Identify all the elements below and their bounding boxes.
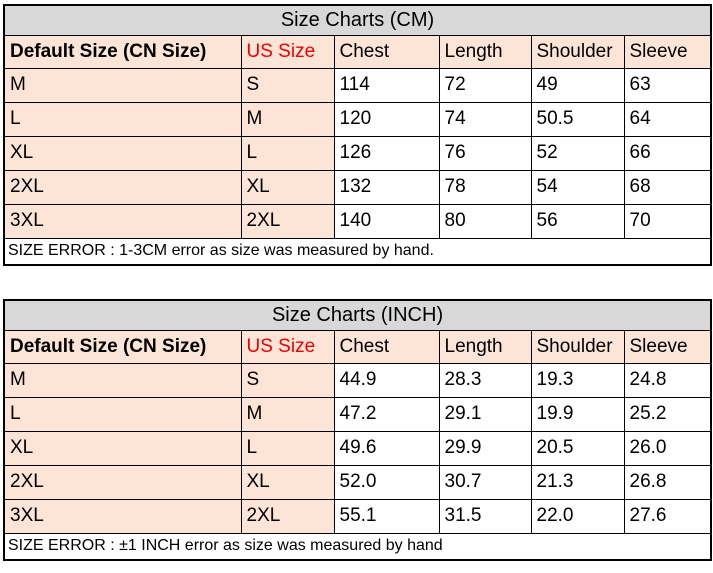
shoulder-cell: 54 bbox=[530, 169, 625, 205]
size-error-note-cm: SIZE ERROR : 1-3CM error as size was mea… bbox=[3, 237, 712, 266]
cn-size-cell: 2XL bbox=[3, 464, 242, 500]
us-size-cell: XL bbox=[240, 169, 335, 205]
chest-cell: 52.0 bbox=[333, 464, 440, 500]
chest-cell: 140 bbox=[333, 203, 440, 239]
shoulder-cell: 52 bbox=[530, 135, 625, 171]
column-header-us-size: US Size bbox=[240, 329, 335, 364]
shoulder-cell: 50.5 bbox=[530, 101, 625, 137]
column-header-default-size: Default Size (CN Size) bbox=[3, 34, 242, 69]
column-header-us-size: US Size bbox=[240, 34, 335, 69]
sleeve-cell: 25.2 bbox=[623, 396, 712, 432]
cn-size-cell: 3XL bbox=[3, 498, 242, 534]
us-size-cell: L bbox=[240, 430, 335, 466]
chest-cell: 114 bbox=[333, 67, 440, 103]
us-size-cell: S bbox=[240, 362, 335, 398]
table-header-row: Default Size (CN Size) US Size Chest Len… bbox=[3, 34, 712, 69]
us-size-cell: 2XL bbox=[240, 498, 335, 534]
us-size-cell: XL bbox=[240, 464, 335, 500]
size-row: 3XL 2XL 140 80 56 70 bbox=[3, 203, 712, 239]
length-cell: 30.7 bbox=[438, 464, 532, 500]
chest-cell: 55.1 bbox=[333, 498, 440, 534]
length-cell: 80 bbox=[438, 203, 532, 239]
cn-size-cell: L bbox=[3, 101, 242, 137]
size-row: M S 44.9 28.3 19.3 24.8 bbox=[3, 362, 712, 398]
column-header-length: Length bbox=[438, 329, 532, 364]
table-title-row: Size Charts (CM) bbox=[3, 4, 712, 36]
length-cell: 78 bbox=[438, 169, 532, 205]
sleeve-cell: 68 bbox=[623, 169, 712, 205]
us-size-cell: M bbox=[240, 396, 335, 432]
column-header-default-size: Default Size (CN Size) bbox=[3, 329, 242, 364]
us-size-cell: L bbox=[240, 135, 335, 171]
table-header-row: Default Size (CN Size) US Size Chest Len… bbox=[3, 329, 712, 364]
sleeve-cell: 24.8 bbox=[623, 362, 712, 398]
chest-cell: 47.2 bbox=[333, 396, 440, 432]
column-header-length: Length bbox=[438, 34, 532, 69]
table-footer-row: SIZE ERROR : 1-3CM error as size was mea… bbox=[3, 237, 712, 266]
chest-cell: 44.9 bbox=[333, 362, 440, 398]
shoulder-cell: 21.3 bbox=[530, 464, 625, 500]
size-row: 2XL XL 132 78 54 68 bbox=[3, 169, 712, 205]
size-row: 2XL XL 52.0 30.7 21.3 26.8 bbox=[3, 464, 712, 500]
table-body-inch: M S 44.9 28.3 19.3 24.8 L M 47.2 29.1 19.9 25.2 XL L 4… bbox=[3, 362, 712, 534]
size-row: L M 47.2 29.1 19.9 25.2 bbox=[3, 396, 712, 432]
size-row: L M 120 74 50.5 64 bbox=[3, 101, 712, 137]
size-row: M S 114 72 49 63 bbox=[3, 67, 712, 103]
chest-cell: 132 bbox=[333, 169, 440, 205]
column-header-chest: Chest bbox=[333, 329, 440, 364]
column-header-sleeve: Sleeve bbox=[623, 34, 712, 69]
shoulder-cell: 19.3 bbox=[530, 362, 625, 398]
us-size-cell: M bbox=[240, 101, 335, 137]
cn-size-cell: M bbox=[3, 362, 242, 398]
sleeve-cell: 63 bbox=[623, 67, 712, 103]
shoulder-cell: 22.0 bbox=[530, 498, 625, 534]
length-cell: 76 bbox=[438, 135, 532, 171]
sleeve-cell: 26.8 bbox=[623, 464, 712, 500]
shoulder-cell: 19.9 bbox=[530, 396, 625, 432]
sleeve-cell: 70 bbox=[623, 203, 712, 239]
size-row: XL L 49.6 29.9 20.5 26.0 bbox=[3, 430, 712, 466]
length-cell: 29.1 bbox=[438, 396, 532, 432]
cn-size-cell: 3XL bbox=[3, 203, 242, 239]
table-title-cm: Size Charts (CM) bbox=[3, 4, 712, 36]
length-cell: 29.9 bbox=[438, 430, 532, 466]
length-cell: 74 bbox=[438, 101, 532, 137]
length-cell: 72 bbox=[438, 67, 532, 103]
length-cell: 28.3 bbox=[438, 362, 532, 398]
table-body-cm: M S 114 72 49 63 L M 120 74 50.5 64 XL L 126 76 52 66 2XL X… bbox=[3, 67, 712, 239]
table-footer-row: SIZE ERROR : ±1 INCH error as size was m… bbox=[3, 532, 712, 561]
shoulder-cell: 56 bbox=[530, 203, 625, 239]
size-chart-table-cm: Size Charts (CM) Default Size (CN Size) … bbox=[3, 4, 713, 266]
length-cell: 31.5 bbox=[438, 498, 532, 534]
us-size-cell: S bbox=[240, 67, 335, 103]
us-size-cell: 2XL bbox=[240, 203, 335, 239]
chest-cell: 126 bbox=[333, 135, 440, 171]
sleeve-cell: 66 bbox=[623, 135, 712, 171]
size-chart-table-inch: Size Charts (INCH) Default Size (CN Size… bbox=[3, 299, 713, 561]
chest-cell: 120 bbox=[333, 101, 440, 137]
cn-size-cell: XL bbox=[3, 430, 242, 466]
column-header-sleeve: Sleeve bbox=[623, 329, 712, 364]
column-header-chest: Chest bbox=[333, 34, 440, 69]
chest-cell: 49.6 bbox=[333, 430, 440, 466]
column-header-shoulder: Shoulder bbox=[530, 329, 625, 364]
column-header-shoulder: Shoulder bbox=[530, 34, 625, 69]
cn-size-cell: L bbox=[3, 396, 242, 432]
cn-size-cell: M bbox=[3, 67, 242, 103]
table-title-inch: Size Charts (INCH) bbox=[3, 299, 712, 331]
cn-size-cell: XL bbox=[3, 135, 242, 171]
table-title-row: Size Charts (INCH) bbox=[3, 299, 712, 331]
size-row: 3XL 2XL 55.1 31.5 22.0 27.6 bbox=[3, 498, 712, 534]
sleeve-cell: 26.0 bbox=[623, 430, 712, 466]
size-row: XL L 126 76 52 66 bbox=[3, 135, 712, 171]
sleeve-cell: 64 bbox=[623, 101, 712, 137]
sleeve-cell: 27.6 bbox=[623, 498, 712, 534]
shoulder-cell: 20.5 bbox=[530, 430, 625, 466]
size-error-note-inch: SIZE ERROR : ±1 INCH error as size was m… bbox=[3, 532, 712, 561]
shoulder-cell: 49 bbox=[530, 67, 625, 103]
cn-size-cell: 2XL bbox=[3, 169, 242, 205]
